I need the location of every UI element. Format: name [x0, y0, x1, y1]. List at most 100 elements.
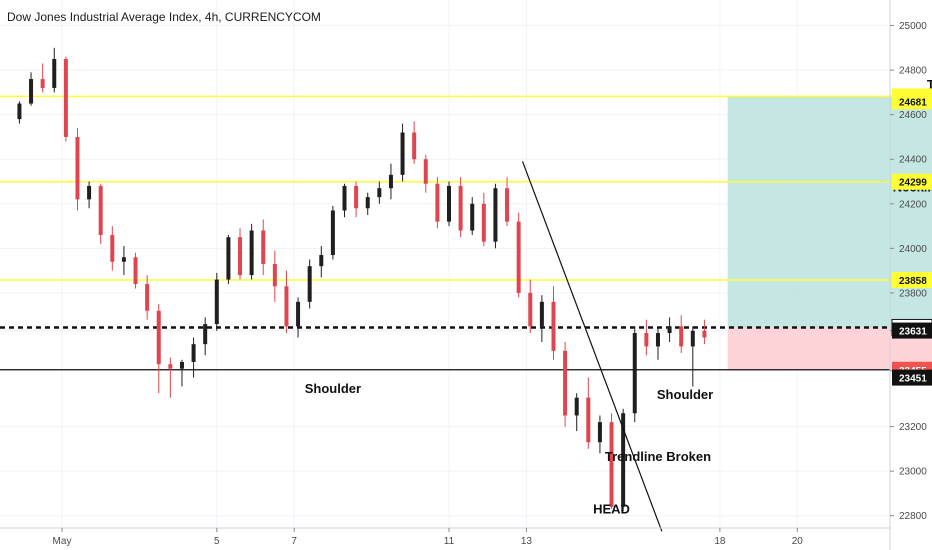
- candle: [412, 121, 417, 164]
- candle-body: [168, 364, 173, 369]
- time-tick-label: 20: [792, 536, 804, 547]
- price-tag[interactable]: 24681: [892, 93, 932, 110]
- candle-body: [307, 266, 312, 302]
- candle: [458, 177, 463, 238]
- time-tick-label: 5: [214, 536, 220, 547]
- price-tag[interactable]: 23631: [892, 322, 932, 339]
- price-tag[interactable]: 23858: [892, 271, 932, 288]
- candle-body: [597, 422, 602, 443]
- time-tick-label: 7: [291, 536, 297, 547]
- candle-body: [655, 333, 660, 347]
- candle-body: [29, 79, 34, 104]
- candle-body: [87, 185, 92, 200]
- candle: [597, 415, 602, 454]
- candle-body: [586, 397, 591, 443]
- candle-body: [412, 132, 417, 160]
- price-tick-label: 24800: [899, 66, 927, 77]
- time-tick-label: May: [53, 536, 72, 547]
- candle-body: [17, 103, 22, 120]
- price-tag[interactable]: 24299: [892, 173, 932, 190]
- candle: [679, 315, 684, 354]
- candle-body: [400, 132, 405, 175]
- candle-body: [98, 185, 103, 235]
- candle-body: [667, 326, 672, 334]
- chart-title: Dow Jones Industrial Average Index, 4h, …: [7, 10, 321, 24]
- candle-body: [261, 230, 266, 264]
- time-tick-label: 18: [714, 536, 726, 547]
- candle: [52, 47, 57, 93]
- candlestick-series: [17, 47, 707, 512]
- candle: [29, 72, 34, 106]
- candle: [272, 250, 277, 302]
- candle-body: [133, 257, 138, 285]
- price-tag-box: [892, 93, 932, 110]
- annotation-label: Trendline Broken: [605, 449, 711, 464]
- annotation-label: TP 3: [927, 77, 932, 92]
- time-tick-label: 13: [521, 536, 533, 547]
- candle-body: [179, 361, 184, 369]
- candle: [179, 359, 184, 387]
- candle-body: [632, 333, 637, 414]
- candle: [121, 246, 126, 276]
- target-zone[interactable]: [727, 96, 932, 328]
- candle: [505, 177, 510, 227]
- time-tick-label: 11: [444, 536, 455, 547]
- candle: [110, 226, 115, 271]
- price-tag-label: 24681: [899, 97, 927, 108]
- candle: [354, 181, 359, 218]
- candle-body: [75, 136, 80, 200]
- candle: [470, 197, 475, 235]
- candle: [435, 177, 440, 229]
- candle-body: [377, 188, 382, 198]
- horizontal-levels[interactable]: [0, 95, 890, 371]
- candle: [365, 192, 370, 215]
- candle: [342, 183, 347, 218]
- candle: [63, 56, 68, 142]
- price-tag-box: [892, 271, 932, 288]
- price-tag[interactable]: 23451: [892, 369, 932, 386]
- candle-body: [249, 230, 254, 276]
- annotation-label: Shoulder: [657, 387, 713, 402]
- candle-body: [493, 188, 498, 242]
- candle-body: [296, 301, 301, 327]
- price-tick-label: 22800: [899, 511, 927, 522]
- candle-body: [319, 255, 324, 267]
- candle: [330, 206, 335, 260]
- candle: [191, 337, 196, 378]
- candle: [493, 183, 498, 249]
- trendline-layer[interactable]: [521, 161, 663, 532]
- candle: [551, 286, 556, 360]
- candle-body: [52, 58, 57, 88]
- candle: [574, 393, 579, 432]
- candle: [75, 128, 80, 211]
- candle: [249, 223, 254, 280]
- candle-body: [574, 397, 579, 416]
- candle-body: [40, 79, 45, 88]
- annotations: TP 3Neckline = TP 2TP 1ShoulderShoulderT…: [305, 77, 932, 516]
- candle-body: [121, 257, 126, 262]
- candle-body: [644, 333, 649, 347]
- candle: [621, 408, 626, 512]
- trendline[interactable]: [521, 161, 663, 532]
- candle: [307, 259, 312, 309]
- candle-body: [354, 185, 359, 209]
- candle: [667, 317, 672, 342]
- candle-body: [458, 185, 463, 231]
- candle: [563, 341, 568, 427]
- candle-body: [156, 310, 161, 365]
- candle-body: [539, 301, 544, 327]
- candle: [133, 252, 138, 289]
- long-position-tool[interactable]: [727, 96, 932, 370]
- price-tick-label: 24200: [899, 199, 927, 210]
- candle: [516, 212, 521, 298]
- candle: [203, 317, 208, 356]
- price-tick-label: 24600: [899, 110, 927, 121]
- candle: [388, 163, 393, 200]
- candle: [586, 377, 591, 449]
- candle: [447, 181, 451, 227]
- candle: [17, 101, 22, 124]
- candle: [702, 319, 707, 345]
- candle-body: [481, 203, 486, 242]
